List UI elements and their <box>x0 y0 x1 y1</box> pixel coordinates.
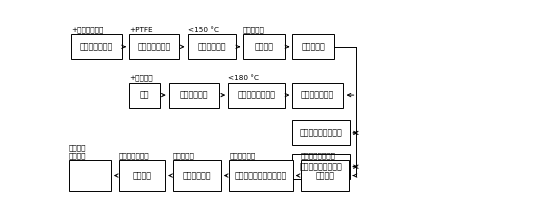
Bar <box>119 160 165 191</box>
Text: +PTFE: +PTFE <box>129 27 152 33</box>
Text: 二次补液，封口: 二次补液，封口 <box>119 152 150 159</box>
Text: <180 °C: <180 °C <box>228 75 259 81</box>
Text: 一次芯包: 一次芯包 <box>315 171 335 180</box>
Text: 铜箔: 铜箔 <box>140 90 149 99</box>
Bar <box>243 34 285 59</box>
Text: 准固态钓
离子电池: 准固态钓 离子电池 <box>69 144 87 159</box>
Text: 超音速空气研磨: 超音速空气研磨 <box>137 42 171 51</box>
Text: +阴离子络合剂: +阴离子络合剂 <box>71 26 104 33</box>
Text: +凹版印刷: +凹版印刷 <box>129 74 152 81</box>
Bar <box>188 34 236 59</box>
Bar <box>69 160 111 191</box>
Bar <box>228 83 285 108</box>
Text: 剪开，抽片: 剪开，抽片 <box>173 152 195 159</box>
Bar <box>230 160 293 191</box>
Text: 挤饼热压成膜: 挤饼热压成膜 <box>198 42 226 51</box>
Text: 预钓化聚苯硫醚: 预钓化聚苯硫醚 <box>79 42 113 51</box>
Text: 双面涂布钓离子正极: 双面涂布钓离子正极 <box>300 162 343 171</box>
Text: 双面涂碳铜箔: 双面涂碳铜箔 <box>179 90 208 99</box>
Text: 去除脱钓正极: 去除脱钓正极 <box>183 171 211 180</box>
Bar <box>129 34 179 59</box>
Text: <150 °C: <150 °C <box>188 27 219 33</box>
Bar <box>71 34 121 59</box>
Bar <box>301 160 349 191</box>
Bar <box>129 83 160 108</box>
Text: 钓存储铝铜负极: 钓存储铝铜负极 <box>301 90 334 99</box>
Text: 热压双面覆合铝箔: 热压双面覆合铝箔 <box>237 90 275 99</box>
Bar <box>293 120 350 145</box>
Bar <box>293 83 343 108</box>
Bar <box>169 83 219 108</box>
Bar <box>293 34 335 59</box>
Text: 电化学预制钓: 电化学预制钓 <box>230 152 256 159</box>
Bar <box>173 160 221 191</box>
Text: 复合热压: 复合热压 <box>254 42 274 51</box>
Text: 叠片，注液，封口: 叠片，注液，封口 <box>301 152 336 159</box>
Text: 二次芯包: 二次芯包 <box>132 171 152 180</box>
Text: 单层涂布预钓用正极: 单层涂布预钓用正极 <box>300 128 343 137</box>
Bar <box>293 154 350 179</box>
Text: 固态电解质: 固态电解质 <box>301 42 325 51</box>
Text: 两层或多层: 两层或多层 <box>243 26 265 33</box>
Text: 负极和预钓正极连接电源: 负极和预钓正极连接电源 <box>235 171 287 180</box>
